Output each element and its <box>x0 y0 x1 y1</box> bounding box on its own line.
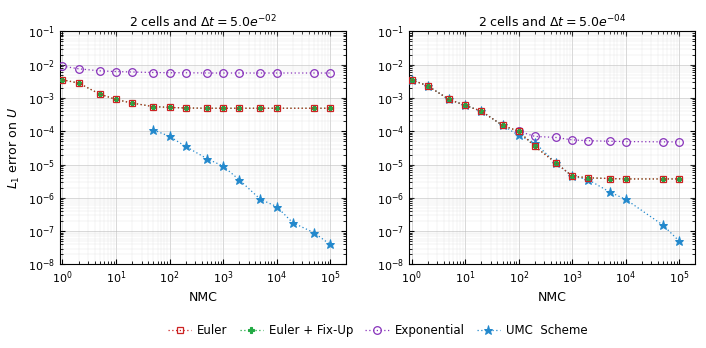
Title: 2 cells and $\Delta t = 5.0e^{-02}$: 2 cells and $\Delta t = 5.0e^{-02}$ <box>129 14 277 30</box>
Y-axis label: $L_1$ error on $U$: $L_1$ error on $U$ <box>7 107 23 189</box>
Legend: Euler, Euler + Fix-Up, Exponential, UMC  Scheme: Euler, Euler + Fix-Up, Exponential, UMC … <box>163 320 592 342</box>
Title: 2 cells and $\Delta t = 5.0e^{-04}$: 2 cells and $\Delta t = 5.0e^{-04}$ <box>478 14 626 30</box>
X-axis label: NMC: NMC <box>538 292 567 304</box>
X-axis label: NMC: NMC <box>189 292 217 304</box>
